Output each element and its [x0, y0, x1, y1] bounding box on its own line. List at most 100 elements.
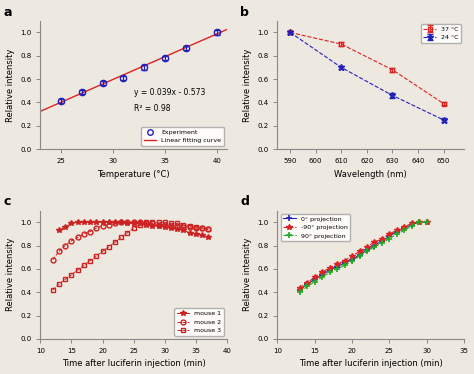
Text: b: b [240, 6, 249, 19]
mouse 1 [112, 220, 118, 224]
-90° projection [401, 225, 407, 229]
mouse 3 [162, 220, 168, 224]
mouse 2 [131, 220, 137, 224]
mouse 3 [106, 245, 112, 249]
0° projection [327, 268, 332, 272]
0° projection [356, 253, 362, 257]
Legend: Experiment, Linear fitting curve: Experiment, Linear fitting curve [141, 127, 224, 146]
mouse 1 [156, 224, 162, 228]
mouse 2 [187, 225, 192, 229]
0° projection [424, 220, 429, 224]
X-axis label: Temperature (°C): Temperature (°C) [97, 170, 170, 179]
Y-axis label: Relative intensity: Relative intensity [6, 238, 15, 312]
0° projection [394, 229, 400, 234]
-90° projection [342, 258, 347, 263]
mouse 3 [149, 220, 155, 224]
0° projection [372, 243, 377, 248]
mouse 2 [149, 221, 155, 226]
mouse 3 [125, 230, 130, 235]
90° projection [394, 232, 400, 236]
90° projection [319, 275, 325, 279]
mouse 1 [162, 225, 168, 229]
90° projection [401, 228, 407, 233]
mouse 3 [75, 268, 81, 272]
90° projection [327, 270, 332, 275]
mouse 1 [93, 220, 99, 224]
-90° projection [312, 275, 318, 279]
0° projection [342, 261, 347, 265]
90° projection [342, 263, 347, 268]
mouse 3 [181, 222, 186, 227]
mouse 2 [206, 227, 211, 232]
90° projection [349, 258, 355, 263]
mouse 2 [63, 243, 68, 248]
mouse 1 [125, 221, 130, 226]
-90° projection [409, 221, 415, 226]
mouse 1 [181, 228, 186, 233]
mouse 3 [193, 225, 199, 229]
mouse 2 [125, 220, 130, 224]
90° projection [409, 224, 415, 228]
mouse 2 [193, 226, 199, 230]
mouse 2 [81, 232, 87, 236]
0° projection [334, 264, 340, 269]
mouse 2 [87, 229, 93, 234]
-90° projection [424, 220, 429, 224]
0° projection [416, 220, 422, 224]
90° projection [356, 254, 362, 258]
90° projection [372, 245, 377, 249]
mouse 1 [199, 233, 205, 237]
mouse 3 [206, 227, 211, 232]
mouse 3 [81, 263, 87, 268]
-90° projection [334, 262, 340, 266]
mouse 1 [174, 227, 180, 232]
mouse 1 [118, 220, 124, 224]
mouse 2 [69, 239, 74, 243]
mouse 1 [131, 221, 137, 226]
mouse 1 [187, 230, 192, 235]
90° projection [312, 279, 318, 284]
-90° projection [319, 270, 325, 275]
Legend: 0° projection, -90° projection, 90° projection: 0° projection, -90° projection, 90° proj… [281, 214, 350, 241]
Line: -90° projection: -90° projection [297, 220, 429, 290]
mouse 3 [112, 240, 118, 244]
Text: a: a [3, 6, 11, 19]
mouse 3 [174, 221, 180, 226]
Y-axis label: Relative intensity: Relative intensity [6, 48, 15, 122]
Text: c: c [3, 196, 10, 208]
90° projection [416, 220, 422, 224]
mouse 1 [100, 220, 105, 224]
mouse 3 [87, 258, 93, 263]
mouse 3 [93, 254, 99, 258]
mouse 3 [100, 249, 105, 254]
mouse 2 [181, 225, 186, 229]
mouse 1 [168, 226, 174, 230]
mouse 3 [137, 222, 143, 227]
mouse 1 [193, 232, 199, 236]
90° projection [304, 284, 310, 289]
mouse 2 [112, 221, 118, 226]
0° projection [401, 226, 407, 230]
0° projection [319, 273, 325, 277]
mouse 2 [106, 222, 112, 227]
90° projection [386, 236, 392, 241]
-90° projection [379, 236, 385, 241]
0° projection [386, 234, 392, 239]
90° projection [297, 290, 302, 294]
mouse 2 [174, 224, 180, 228]
mouse 3 [187, 224, 192, 228]
mouse 2 [93, 226, 99, 230]
-90° projection [416, 220, 422, 224]
90° projection [364, 249, 370, 254]
0° projection [312, 277, 318, 282]
mouse 2 [168, 224, 174, 228]
mouse 3 [131, 226, 137, 230]
mouse 3 [63, 277, 68, 282]
Line: mouse 3: mouse 3 [50, 220, 211, 292]
-90° projection [356, 249, 362, 254]
mouse 3 [50, 288, 55, 292]
mouse 1 [87, 220, 93, 224]
mouse 1 [106, 220, 112, 224]
mouse 2 [56, 249, 62, 254]
mouse 2 [100, 224, 105, 228]
